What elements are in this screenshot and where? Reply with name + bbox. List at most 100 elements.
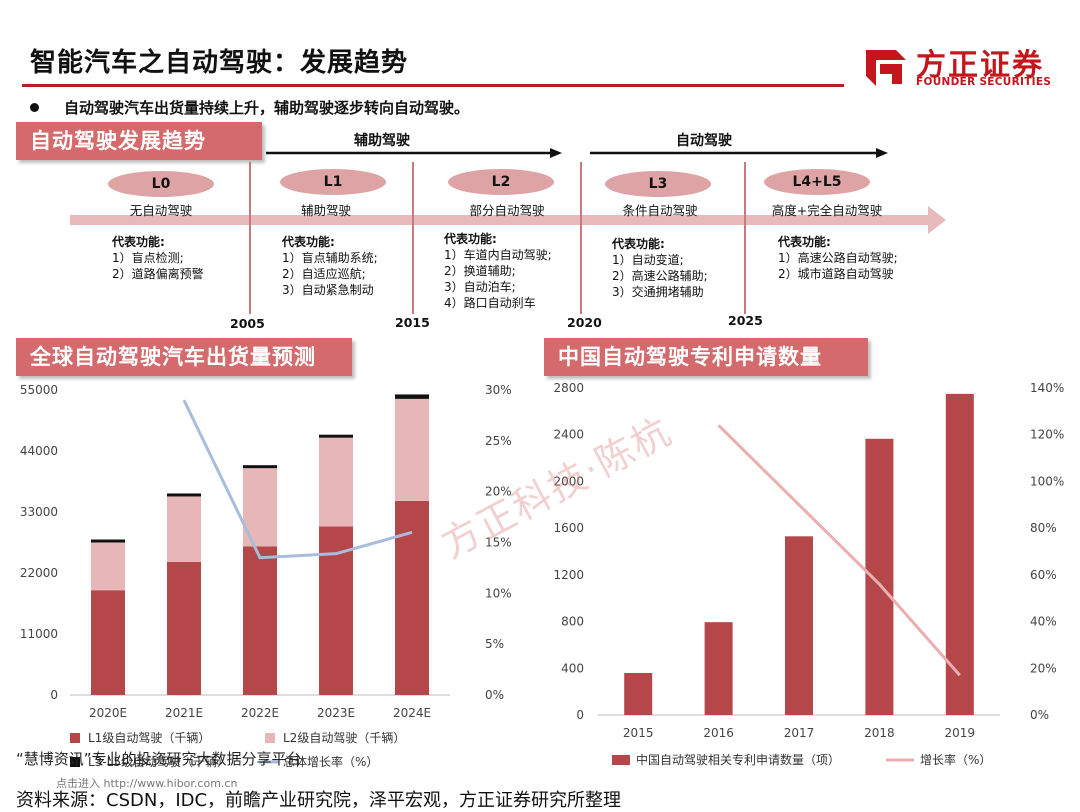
timeline-arrow (70, 215, 928, 225)
legend-label: L2级自动驾驶（千辆） (283, 730, 405, 745)
function-block-l1: 代表功能: 1）盲点辅助系统; 2）自适应巡航; 3）自动紧急制动 (282, 234, 378, 298)
x-tick-label: 2020E (89, 706, 127, 720)
legend-swatch (265, 733, 275, 743)
function-title: 代表功能: (112, 235, 165, 249)
bar-l3-l5 (91, 539, 125, 543)
function-block-l0: 代表功能: 1）盲点检测; 2）道路偏离预警 (112, 234, 204, 282)
legend-label: L1级自动驾驶（千辆） (88, 730, 210, 745)
x-tick-label: 2019 (945, 726, 976, 740)
function-block-l3: 代表功能: 1）自动变道; 2）高速公路辅助; 3）交通拥堵辅助 (612, 236, 708, 300)
y-right-tick-label: 20% (1030, 661, 1057, 675)
x-tick-label: 2021E (165, 706, 203, 720)
y-left-tick-label: 2400 (553, 428, 584, 442)
function-item: 1）高速公路自动驾驶; (778, 251, 898, 265)
page-title: 智能汽车之自动驾驶：发展趋势 (30, 48, 409, 78)
x-tick-label: 2018 (864, 726, 895, 740)
function-item: 2）换道辅助; (444, 264, 516, 278)
bar-l1 (395, 500, 429, 695)
bar-l2 (91, 542, 125, 591)
y-left-tick-label: 400 (561, 661, 584, 675)
y-right-tick-label: 20% (485, 485, 512, 499)
y-right-tick-label: 120% (1030, 428, 1064, 442)
level-name-l1: 辅助驾驶 (300, 203, 351, 218)
bar-l1 (167, 561, 201, 695)
x-tick-label: 2015 (623, 726, 654, 740)
y-right-tick-label: 25% (485, 434, 512, 448)
function-item: 2）道路偏离预警 (112, 267, 204, 281)
function-block-l4l5: 代表功能: 1）高速公路自动驾驶; 2）城市道路自动驾驶 (778, 234, 898, 282)
phase-label-auto: 自动驾驶 (676, 133, 732, 149)
phase-label-assist: 辅助驾驶 (354, 133, 410, 149)
bar-l1 (243, 546, 277, 695)
timeline-graphic (70, 148, 946, 234)
x-tick-label: 2017 (784, 726, 815, 740)
y-left-tick-label: 2800 (553, 381, 584, 395)
function-item: 2）城市道路自动驾驶 (778, 267, 894, 281)
level-name-l0: 无自动驾驶 (129, 203, 193, 218)
y-right-tick-label: 10% (485, 586, 512, 600)
level-name-l3: 条件自动驾驶 (622, 203, 698, 218)
section-tag-global-shipments: 全球自动驾驶汽车出货量预测 (16, 338, 352, 376)
patent-bar (785, 536, 813, 715)
level-badge-l3: L3 (605, 171, 711, 197)
y-left-tick-label: 1600 (553, 521, 584, 535)
patent-bar (865, 438, 894, 715)
function-item: 1）盲点辅助系统; (282, 251, 378, 265)
timeline-separator (580, 162, 582, 314)
y-right-tick-label: 140% (1030, 381, 1064, 395)
y-left-tick-label: 22000 (20, 566, 58, 580)
legend-label: 增长率（%） (920, 752, 991, 767)
section-tag-trend: 自动驾驶发展趋势 (16, 122, 262, 160)
timeline-separator (744, 162, 746, 314)
function-item: 3）交通拥堵辅助 (612, 285, 704, 299)
legend-swatch (70, 757, 80, 767)
y-left-tick-label: 800 (561, 615, 584, 629)
growth-line (182, 399, 413, 560)
watermark-hibor: “慧博资讯”专业的投资研究大数据分享平台 (16, 750, 302, 768)
y-left-tick-label: 0 (50, 688, 58, 702)
x-tick-label: 2023E (317, 706, 355, 720)
bar-l3-l5 (395, 394, 429, 399)
level-badge-l2: L2 (448, 169, 554, 195)
level-badge-l4l5: L4+L5 (764, 169, 870, 195)
timeline-separator (249, 162, 251, 314)
function-title: 代表功能: (612, 237, 665, 251)
phase-arrowhead-auto (876, 148, 888, 158)
bar-l1 (91, 590, 125, 695)
y-right-tick-label: 30% (485, 383, 512, 397)
function-item: 1）盲点检测; (112, 251, 184, 265)
y-left-tick-label: 0 (576, 708, 584, 722)
function-item: 2）自适应巡航; (282, 267, 366, 281)
bar-l3-l5 (319, 434, 353, 438)
function-block-l2: 代表功能: 1）车道内自动驾驶; 2）换道辅助; 3）自动泊车; 4）路口自动刹… (444, 231, 552, 311)
legend-label: L3-L5级自动驾驶（千辆） (88, 754, 229, 769)
x-tick-label: 2024E (393, 706, 431, 720)
year-label: 2015 (395, 315, 430, 330)
function-title: 代表功能: (444, 232, 497, 246)
y-right-tick-label: 0% (485, 688, 504, 702)
bar-l3-l5 (243, 465, 277, 469)
y-right-tick-label: 60% (1030, 568, 1057, 582)
timeline-arrowhead (928, 206, 946, 234)
x-tick-label: 2022E (241, 706, 279, 720)
y-left-tick-label: 44000 (20, 444, 58, 458)
function-item: 3）自动泊车; (444, 280, 516, 294)
patent-bar (704, 622, 733, 715)
y-right-tick-label: 40% (1030, 615, 1057, 629)
growth-line (717, 424, 961, 677)
legend-label: 总体增长率（%） (283, 754, 378, 769)
logo-text-cn: 方正证券 (916, 48, 1044, 83)
y-left-tick-label: 55000 (20, 383, 58, 397)
legend-label: 中国自动驾驶相关专利申请数量（项） (636, 752, 840, 767)
function-item: 4）路口自动刹车 (444, 296, 536, 310)
year-label: 2025 (728, 313, 763, 328)
function-title: 代表功能: (778, 235, 831, 249)
level-badge-l0: L0 (108, 171, 214, 197)
function-item: 1）车道内自动驾驶; (444, 248, 552, 262)
level-badge-l1: L1 (280, 169, 386, 195)
y-left-tick-label: 33000 (20, 505, 58, 519)
function-title: 代表功能: (282, 235, 335, 249)
section-tag-china-patents: 中国自动驾驶专利申请数量 (544, 338, 868, 376)
function-item: 1）自动变道; (612, 253, 684, 267)
y-right-tick-label: 15% (485, 536, 512, 550)
